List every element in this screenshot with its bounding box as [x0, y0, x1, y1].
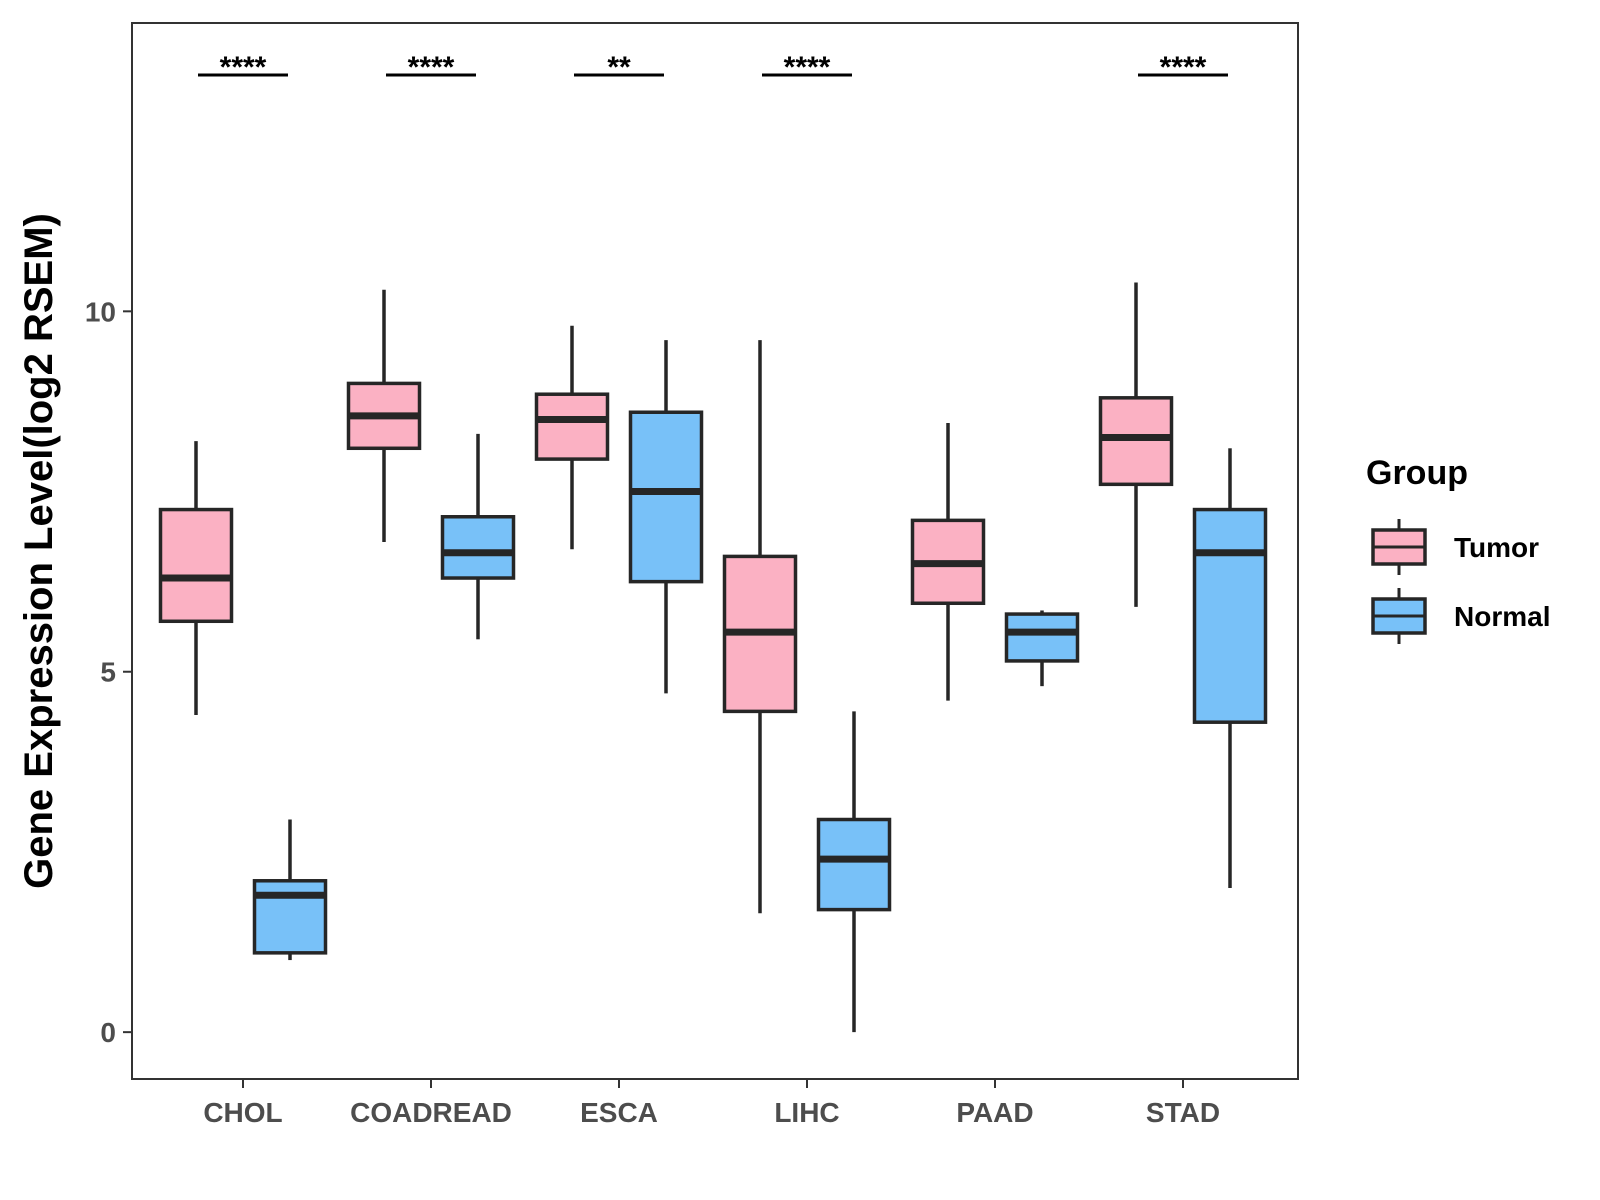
- box-iqr: [440, 515, 516, 580]
- box-tumor-esca: [534, 325, 610, 550]
- y-tick-label: 0: [100, 1017, 116, 1048]
- box-iqr: [816, 817, 892, 912]
- box-normal-paad: [1004, 610, 1080, 687]
- x-tick-label: ESCA: [580, 1097, 658, 1128]
- box-normal-esca: [628, 340, 704, 694]
- box-iqr: [158, 507, 234, 624]
- x-tick-label: CHOL: [203, 1097, 282, 1128]
- legend-label: Tumor: [1454, 532, 1539, 563]
- box-tumor-paad: [910, 423, 986, 701]
- box-iqr: [534, 392, 610, 461]
- y-axis-title: Gene Expression Level(log2 RSEM): [17, 213, 61, 889]
- box-normal-lihc: [816, 711, 892, 1033]
- box-tumor-chol: [158, 441, 234, 715]
- box-iqr: [1192, 507, 1268, 724]
- x-tick-label: PAAD: [956, 1097, 1033, 1128]
- box-group: [158, 282, 1268, 1033]
- box-normal-stad: [1192, 448, 1268, 888]
- box-normal-coadread: [440, 433, 516, 640]
- y-axis: 0 5 10: [85, 296, 132, 1048]
- y-tick-label: 5: [100, 657, 116, 688]
- significance-label: ****: [220, 51, 267, 84]
- box-tumor-stad: [1098, 282, 1174, 607]
- x-tick-label: STAD: [1146, 1097, 1220, 1128]
- box-iqr: [1098, 396, 1174, 487]
- x-axis: CHOL COADREAD ESCA LIHC PAAD STAD: [203, 1079, 1220, 1128]
- box-normal-chol: [252, 819, 328, 961]
- box-iqr: [252, 879, 328, 955]
- significance-label: ****: [784, 51, 831, 84]
- legend-label: Normal: [1454, 601, 1550, 632]
- box-tumor-coadread: [346, 289, 422, 542]
- legend-item-tumor: Tumor: [1371, 519, 1539, 575]
- box-iqr: [628, 410, 704, 584]
- y-tick-label: 10: [85, 296, 116, 327]
- significance-annotations: **** **** ** **** ****: [198, 51, 1228, 84]
- x-tick-label: LIHC: [774, 1097, 839, 1128]
- legend: Group Tumor Normal: [1366, 454, 1550, 644]
- significance-label: ****: [408, 51, 455, 84]
- legend-title: Group: [1366, 454, 1468, 492]
- significance-label: **: [607, 51, 631, 84]
- x-tick-label: COADREAD: [350, 1097, 512, 1128]
- box-iqr: [1004, 612, 1080, 663]
- legend-item-normal: Normal: [1371, 588, 1550, 644]
- significance-label: ****: [1160, 51, 1207, 84]
- legend-items: Tumor Normal: [1371, 519, 1550, 644]
- box-tumor-lihc: [722, 340, 798, 914]
